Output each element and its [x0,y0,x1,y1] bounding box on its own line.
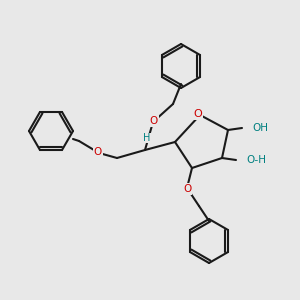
Text: O: O [183,184,191,194]
Text: O: O [150,116,158,126]
Text: H: H [143,133,151,143]
Text: O: O [94,147,102,157]
Text: O: O [194,109,202,119]
Text: OH: OH [252,123,268,133]
Text: O-H: O-H [246,155,266,165]
